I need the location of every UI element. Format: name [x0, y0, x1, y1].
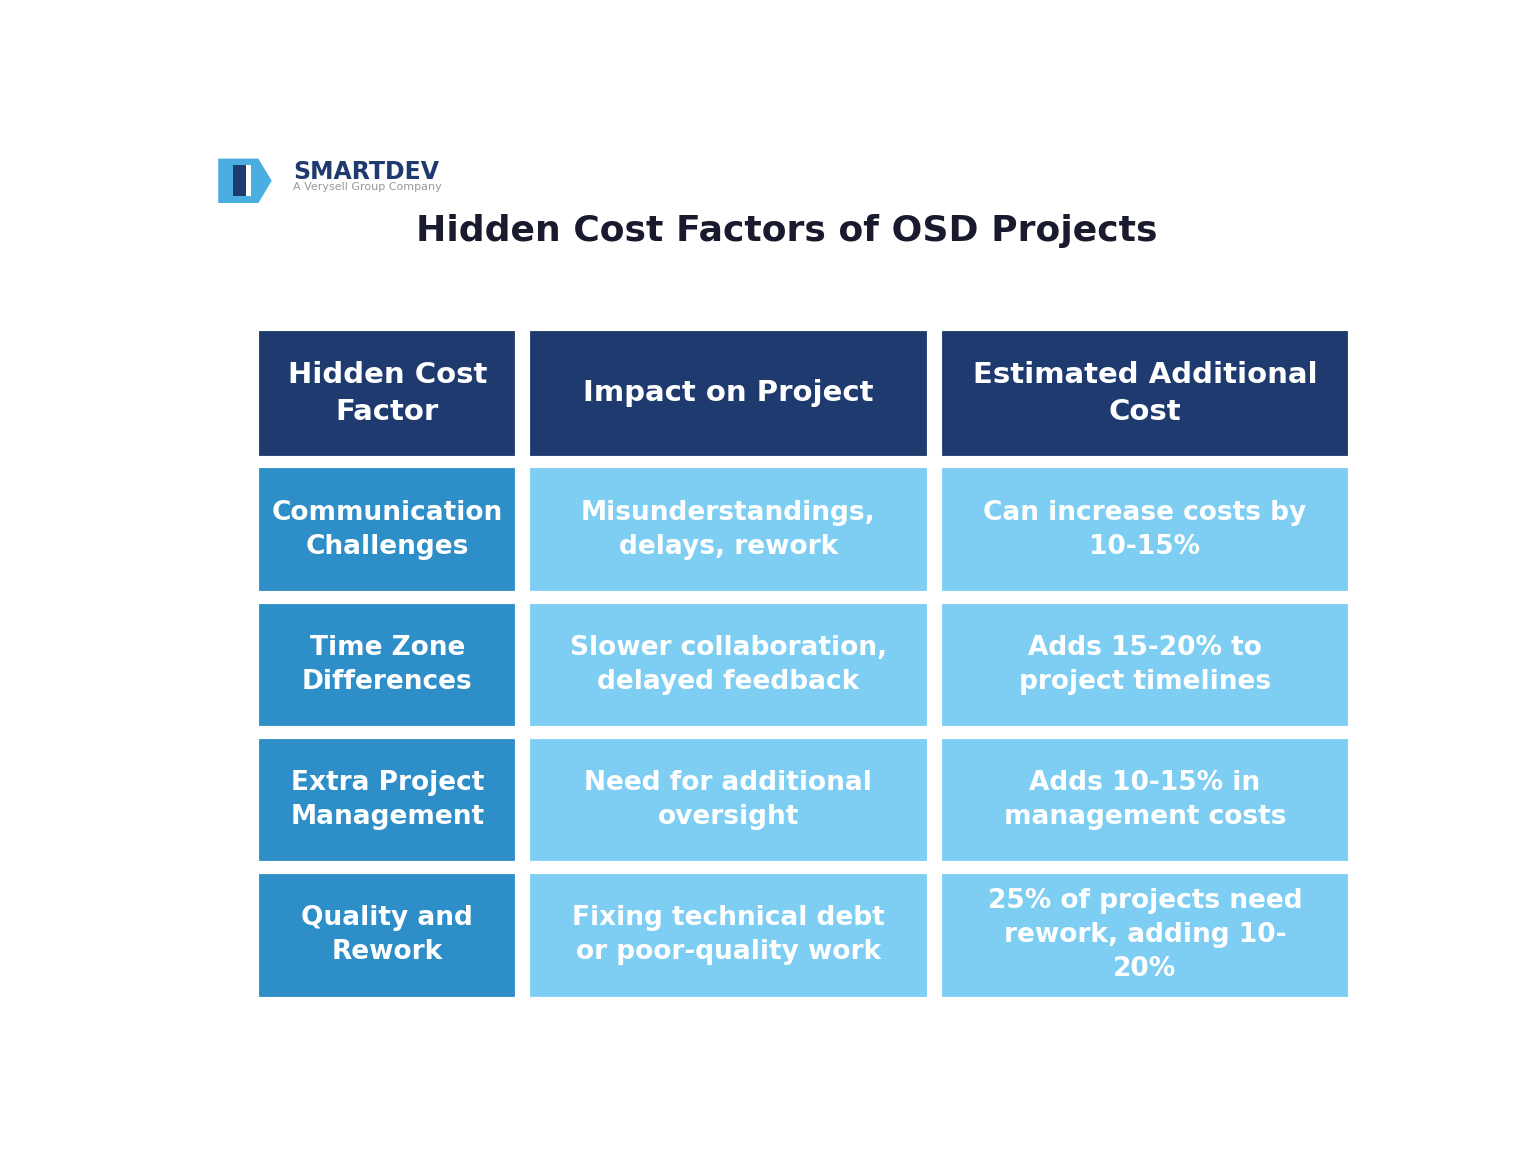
FancyBboxPatch shape: [258, 872, 518, 999]
FancyBboxPatch shape: [258, 737, 518, 863]
FancyBboxPatch shape: [940, 737, 1350, 863]
FancyBboxPatch shape: [258, 601, 518, 728]
FancyBboxPatch shape: [940, 329, 1350, 457]
Polygon shape: [246, 165, 252, 196]
FancyBboxPatch shape: [940, 601, 1350, 728]
FancyBboxPatch shape: [258, 467, 518, 593]
Text: SMARTDEV: SMARTDEV: [293, 160, 439, 184]
Text: Hidden Cost
Factor: Hidden Cost Factor: [287, 361, 487, 426]
FancyBboxPatch shape: [528, 329, 929, 457]
Text: Extra Project
Management: Extra Project Management: [290, 771, 484, 831]
Polygon shape: [218, 159, 272, 203]
Text: Misunderstandings,
delays, rework: Misunderstandings, delays, rework: [581, 500, 876, 560]
FancyBboxPatch shape: [940, 467, 1350, 593]
Text: Fixing technical debt
or poor-quality work: Fixing technical debt or poor-quality wo…: [571, 905, 885, 965]
Text: Impact on Project: Impact on Project: [584, 379, 874, 408]
Text: Estimated Additional
Cost: Estimated Additional Cost: [972, 361, 1318, 426]
Text: Slower collaboration,
delayed feedback: Slower collaboration, delayed feedback: [570, 635, 886, 695]
Polygon shape: [233, 165, 246, 196]
FancyBboxPatch shape: [258, 329, 518, 457]
Text: 25% of projects need
rework, adding 10-
20%: 25% of projects need rework, adding 10- …: [988, 888, 1303, 983]
Text: Communication
Challenges: Communication Challenges: [272, 500, 502, 560]
Text: Time Zone
Differences: Time Zone Differences: [303, 635, 473, 695]
Text: Can increase costs by
10-15%: Can increase costs by 10-15%: [983, 500, 1307, 560]
FancyBboxPatch shape: [528, 467, 929, 593]
Text: Need for additional
oversight: Need for additional oversight: [584, 771, 872, 831]
Text: Hidden Cost Factors of OSD Projects: Hidden Cost Factors of OSD Projects: [416, 214, 1158, 249]
Text: A Verysell Group Company: A Verysell Group Company: [293, 182, 442, 192]
Text: Quality and
Rework: Quality and Rework: [301, 905, 473, 965]
FancyBboxPatch shape: [940, 872, 1350, 999]
FancyBboxPatch shape: [528, 872, 929, 999]
FancyBboxPatch shape: [528, 601, 929, 728]
Text: Adds 10-15% in
management costs: Adds 10-15% in management costs: [1003, 771, 1286, 831]
FancyBboxPatch shape: [528, 737, 929, 863]
Text: Adds 15-20% to
project timelines: Adds 15-20% to project timelines: [1018, 635, 1270, 695]
